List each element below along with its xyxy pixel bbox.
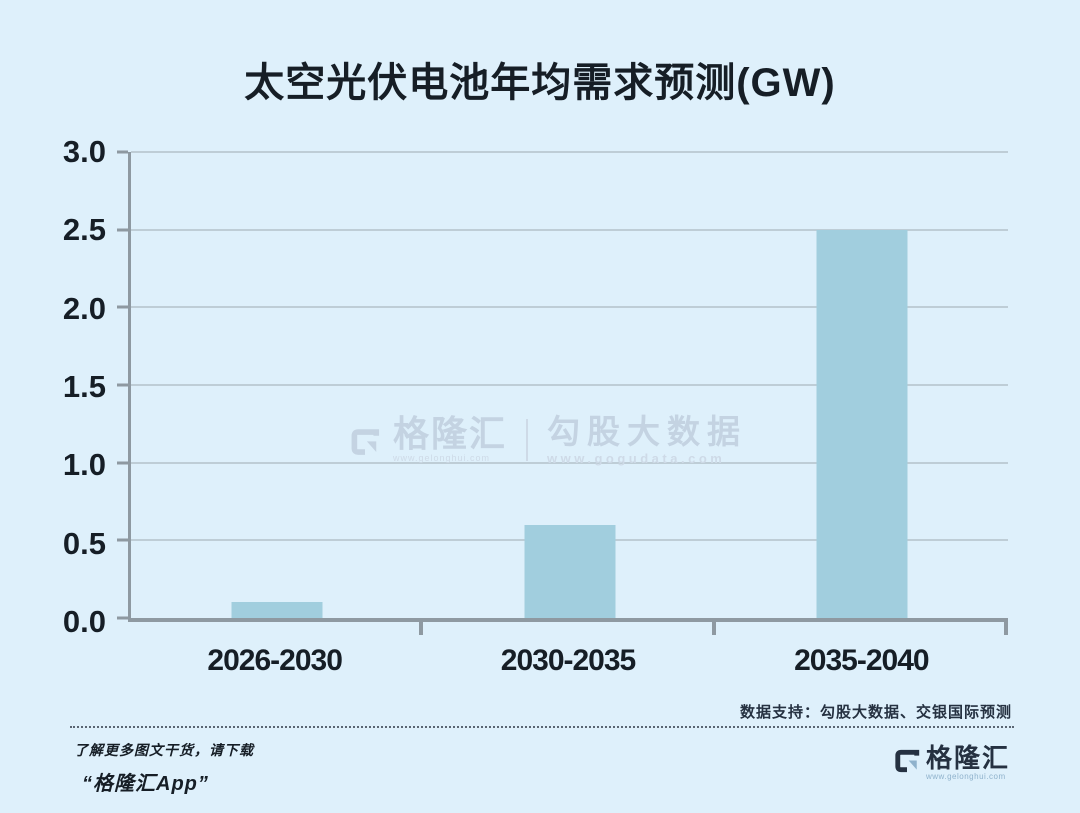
x-axis-tick xyxy=(1004,622,1008,635)
y-axis-tick xyxy=(117,616,128,620)
y-axis-tick xyxy=(117,538,128,542)
watermark-brand-url: www.gelonghui.com xyxy=(393,453,491,463)
x-axis-labels: 2026-2030 2030-2035 2035-2040 xyxy=(128,644,1008,684)
gridline xyxy=(131,461,1008,464)
footer-brand-url: www.gelonghui.com xyxy=(925,772,1006,781)
gelonghui-logo-icon xyxy=(894,746,920,781)
watermark-divider xyxy=(526,418,529,461)
gridline xyxy=(131,384,1008,386)
y-axis-tick xyxy=(117,150,128,154)
plot-area xyxy=(117,150,1008,635)
watermark-partner-block: 勾股大数据 www.gogudata.com xyxy=(547,415,747,465)
watermark: 格隆汇 www.gelonghui.com 勾股大数据 www.gogudata… xyxy=(350,414,747,465)
x-axis-tick-label: 2030-2035 xyxy=(500,644,636,677)
watermark-brand: 格隆汇 xyxy=(393,413,508,454)
y-axis-tick xyxy=(117,228,128,232)
footer-promo: 了解更多图文干货，请下载 “格隆汇App” xyxy=(74,740,254,796)
watermark-brand-block: 格隆汇 www.gelonghui.com xyxy=(393,416,507,463)
bar xyxy=(231,602,323,618)
promo-app-name: “格隆汇App” xyxy=(82,773,209,795)
footer-brand-name: 格隆汇 xyxy=(925,743,1010,773)
gridline xyxy=(131,228,1008,231)
bar xyxy=(524,524,615,618)
y-axis-tick-label: 1.5 xyxy=(62,369,106,404)
y-axis-tick xyxy=(117,383,128,387)
data-source-note: 数据支持：勾股大数据、交银国际预测 xyxy=(739,704,1012,721)
footer-brand-logo: 格隆汇 www.gelonghui.com xyxy=(894,745,1010,781)
watermark-partner-url: www.gogudata.com xyxy=(547,450,726,466)
y-axis-tick xyxy=(117,461,128,465)
footer-brand-block: 格隆汇 www.gelonghui.com xyxy=(926,745,1010,781)
y-axis-tick-label: 2.0 xyxy=(62,290,106,326)
y-axis-tick-label: 1.0 xyxy=(62,447,106,483)
gridline xyxy=(131,306,1008,309)
footer-divider xyxy=(70,726,1014,728)
promo-text: 了解更多图文干货，请下载 xyxy=(74,742,254,758)
gridline xyxy=(131,151,1008,153)
y-axis-tick-label: 0.5 xyxy=(62,525,106,561)
y-axis-tick-label: 0.0 xyxy=(62,604,106,639)
x-axis-tick xyxy=(711,622,716,635)
x-axis-tick-label: 2035-2040 xyxy=(794,644,929,677)
gelonghui-logo-icon xyxy=(350,424,380,465)
y-axis-tick-label: 2.5 xyxy=(62,212,106,248)
x-axis-tick-label: 2026-2030 xyxy=(207,644,342,677)
y-axis-tick xyxy=(117,305,128,309)
bar xyxy=(816,229,908,618)
chart-title: 太空光伏电池年均需求预测(GW) xyxy=(244,61,836,105)
watermark-partner: 勾股大数据 xyxy=(547,412,748,450)
x-axis-tick xyxy=(419,622,424,635)
y-axis-tick-label: 3.0 xyxy=(62,134,106,169)
y-axis: 0.0 0.5 1.0 1.5 2.0 2.5 3.0 xyxy=(0,134,106,639)
